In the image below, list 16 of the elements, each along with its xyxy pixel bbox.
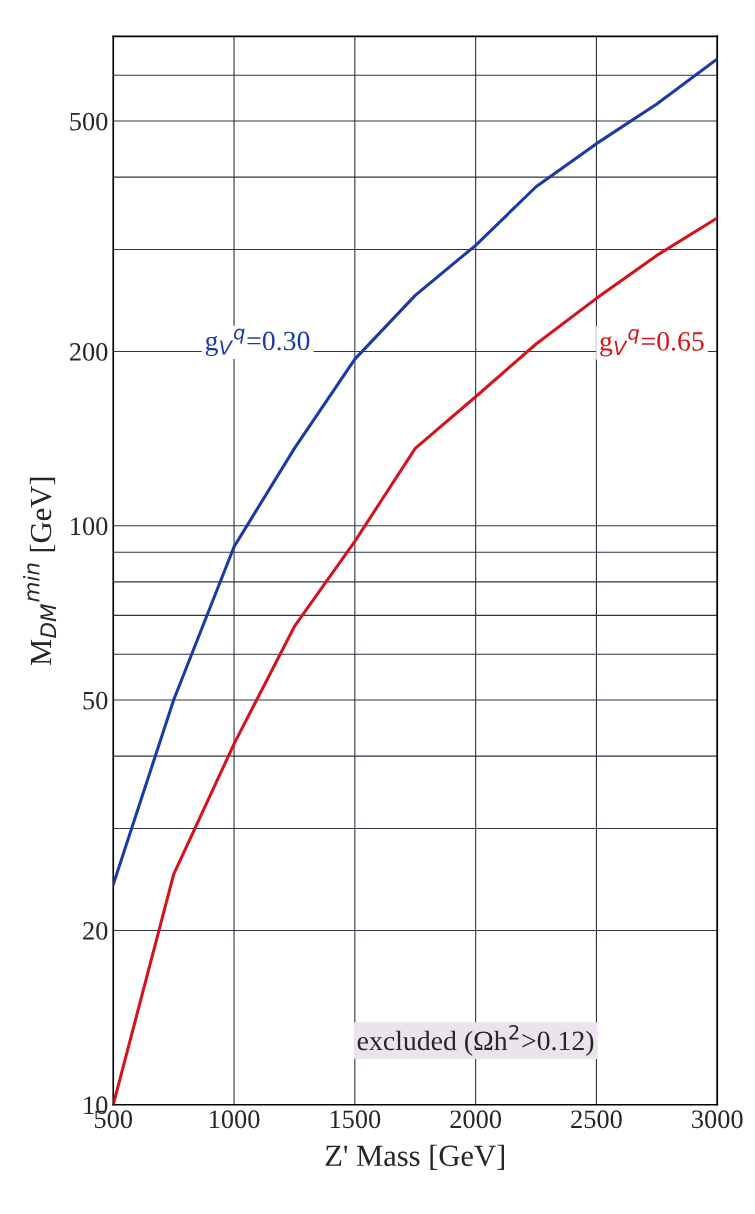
x-tick-label: 1000: [209, 1110, 260, 1129]
line-series: [113, 57, 718, 887]
y-tick-label: 500: [70, 112, 108, 131]
y-tick-label: 100: [71, 517, 108, 536]
x-axis-title: Z' Mass [GeV]: [325, 1144, 504, 1170]
y-tick-label: 50: [83, 691, 108, 710]
y-tick-label: 20: [83, 922, 108, 940]
y-tick-label: 200: [69, 343, 108, 361]
x-tick-label: 2000: [450, 1110, 502, 1129]
x-tick-label: 3000: [692, 1110, 743, 1129]
series-label: g$_{V}$$^{q}$=0.65: [600, 328, 704, 357]
series-label: g$_{V}$$^{q}$=0.30: [205, 328, 310, 357]
annotation: excluded (Ωh$^{2}$>0.12): [357, 1024, 594, 1056]
y-axis-title: M$_{DM}$$^{min}$ [GeV]: [23, 477, 57, 666]
x-tick-label: 2500: [571, 1110, 622, 1129]
x-tick-label: 1500: [330, 1110, 381, 1129]
